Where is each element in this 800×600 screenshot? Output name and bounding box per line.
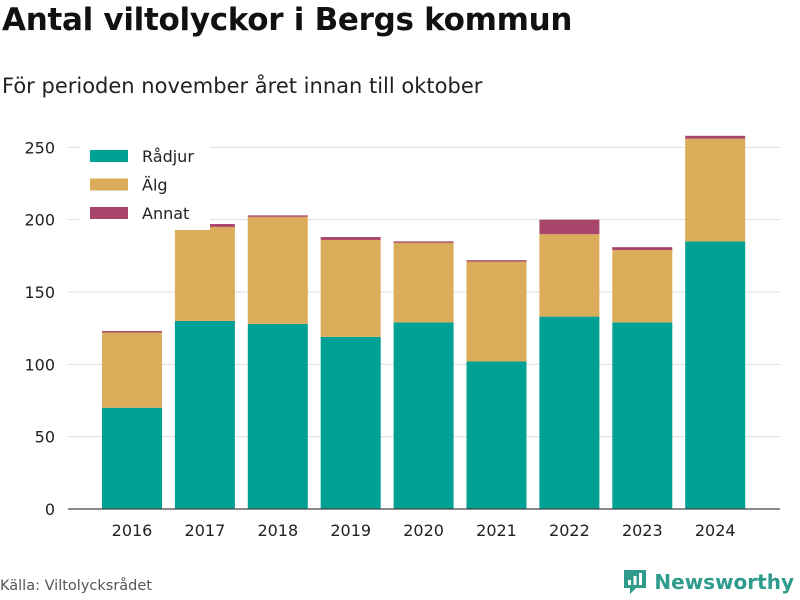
bar-segment	[685, 241, 746, 509]
bar-segment	[247, 323, 308, 509]
x-tick-label: 2021	[476, 521, 517, 540]
bar-segment	[174, 320, 235, 509]
bar-segment	[393, 242, 454, 323]
bars	[102, 135, 746, 509]
x-tick-label: 2018	[257, 521, 298, 540]
x-tick-label: 2016	[112, 521, 153, 540]
bar-segment	[685, 138, 746, 242]
bar-segment	[393, 322, 454, 509]
axes: 0 50 100 150 200 250 2016 2017 2018 2019 2020 2021 2…	[24, 138, 780, 540]
legend-label: Älg	[142, 176, 168, 195]
bar-segment	[685, 135, 746, 139]
chart-subtitle: För perioden november året innan till ok…	[2, 74, 483, 98]
bar-segment	[320, 237, 381, 240]
x-tick-label: 2017	[185, 521, 226, 540]
bar-segment	[247, 216, 308, 324]
bar-segment	[612, 322, 673, 509]
bar-segment	[174, 226, 235, 321]
legend-swatch	[90, 150, 128, 162]
y-tick-label: 200	[24, 211, 55, 230]
y-tick-label: 0	[45, 500, 55, 519]
bar-segment	[102, 332, 162, 408]
legend-swatch	[90, 178, 128, 191]
bar-segment	[539, 234, 600, 317]
bar-segment	[393, 241, 454, 243]
bar-segment	[539, 316, 600, 509]
x-tick-label: 2023	[622, 521, 663, 540]
source-note: Källa: Viltolycksrådet	[0, 578, 152, 594]
bar-segment	[539, 219, 600, 235]
bar-segment	[102, 331, 162, 333]
y-tick-label: 50	[35, 428, 55, 447]
brand-logo: Newsworthy	[622, 568, 794, 596]
bar-segment	[102, 407, 162, 509]
bar-chart-logo-icon	[624, 570, 647, 594]
legend-label: Annat	[142, 204, 189, 223]
bar-segment	[612, 247, 673, 251]
y-tick-label: 250	[24, 138, 55, 157]
legend-label: Rådjur	[142, 147, 194, 166]
y-tick-label: 100	[24, 355, 55, 374]
bar-segment	[466, 261, 527, 362]
y-tick-label: 150	[24, 283, 55, 302]
legend: Rådjur Älg Annat	[80, 140, 210, 230]
x-tick-label: 2024	[695, 521, 736, 540]
legend-swatch	[90, 207, 128, 219]
x-tick-label: 2022	[549, 521, 590, 540]
x-tick-label: 2020	[403, 521, 444, 540]
bar-segment	[612, 250, 673, 323]
brand-name: Newsworthy	[654, 570, 794, 594]
bar-segment	[466, 361, 527, 509]
bar-segment	[320, 336, 381, 509]
bar-segment	[466, 260, 527, 262]
bar-segment	[247, 215, 308, 217]
x-tick-label: 2019	[330, 521, 371, 540]
chart-title: Antal viltolyckor i Bergs kommun	[2, 2, 573, 38]
bar-segment	[320, 239, 381, 337]
